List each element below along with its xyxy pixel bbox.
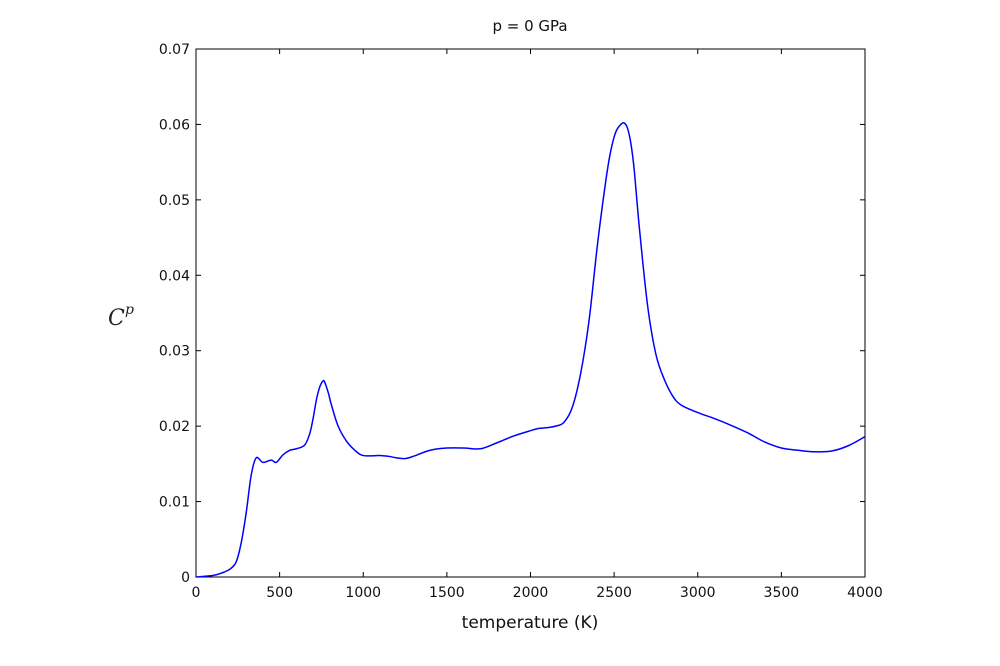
y-axis-label-superscript: p (125, 302, 134, 318)
y-tick-label: 0.07 (159, 42, 190, 58)
y-tick-label: 0.02 (159, 419, 190, 435)
y-tick-label: 0 (181, 570, 190, 586)
x-tick-label: 4000 (847, 585, 883, 601)
x-tick-label: 3000 (680, 585, 716, 601)
y-axis: 0 0.01 0.02 0.03 0.04 0.05 0.06 0.07 (159, 42, 865, 586)
x-tick-label: 3500 (764, 585, 800, 601)
y-tick-label: 0.01 (159, 495, 190, 511)
chart-title: p = 0 GPa (492, 17, 567, 35)
x-axis: 0 500 1000 1500 2000 2500 3000 3500 4000 (192, 49, 883, 601)
y-tick-label: 0.05 (159, 193, 190, 209)
plot-frame (195, 48, 866, 578)
x-tick-label: 500 (266, 585, 293, 601)
x-tick-label: 1500 (429, 585, 465, 601)
x-tick-label: 0 (192, 585, 201, 601)
y-axis-label: C (108, 306, 125, 331)
y-tick-label: 0.04 (159, 268, 190, 284)
y-axis-label-group: C p (108, 302, 134, 331)
plot-area (195, 48, 866, 578)
y-tick-label: 0.03 (159, 344, 190, 360)
series-line (195, 121, 866, 578)
x-tick-label: 1000 (345, 585, 381, 601)
x-tick-label: 2500 (596, 585, 632, 601)
x-tick-label: 2000 (513, 585, 549, 601)
x-axis-label: temperature (K) (462, 613, 599, 633)
y-tick-label: 0.06 (159, 117, 190, 133)
